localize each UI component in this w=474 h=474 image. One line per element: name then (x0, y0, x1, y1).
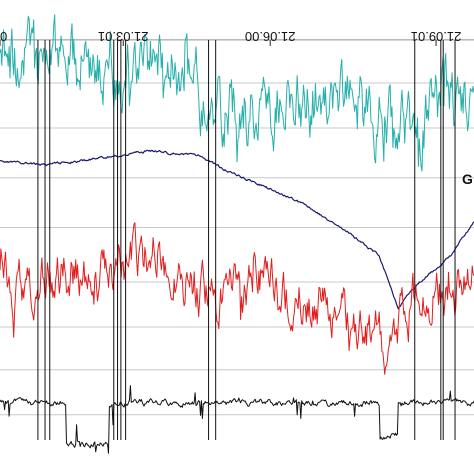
label-layer: 00 21.03.01 21.06.00 21.09.01 G (0, 29, 473, 187)
marker-layer (37, 40, 456, 440)
grid-layer (0, 39, 474, 416)
x-tick-label-3: 21.09.01 (411, 29, 462, 44)
series-line-0 (0, 14, 474, 172)
x-tick-label-0: 00 (0, 29, 7, 44)
x-tick-label-1: 21.03.01 (98, 29, 149, 44)
series-line-3 (0, 385, 474, 454)
edge-series-label: G (462, 171, 473, 187)
series-line-1 (0, 149, 474, 310)
series-line-2 (0, 222, 474, 375)
x-tick-label-2: 21.06.00 (245, 29, 296, 44)
series-layer (0, 14, 474, 454)
